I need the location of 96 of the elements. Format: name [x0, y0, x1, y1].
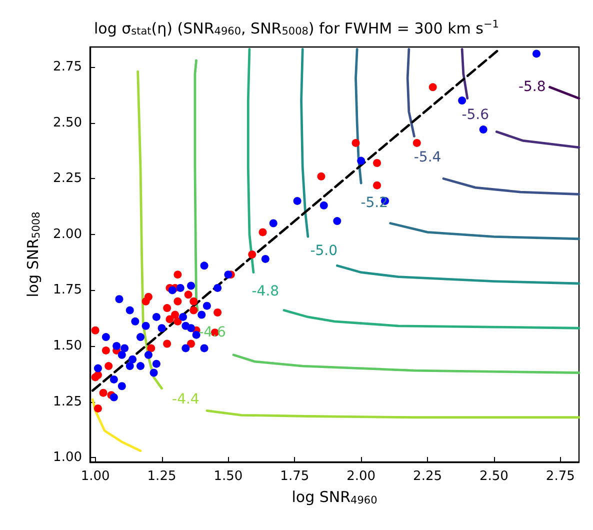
point — [102, 346, 110, 354]
point — [166, 315, 174, 324]
point — [171, 310, 180, 319]
point — [163, 304, 172, 312]
x-tick-label: 2.50 — [479, 469, 508, 484]
line-series — [91, 398, 142, 452]
y-axis-title: log SNR5008 — [24, 212, 42, 298]
point — [131, 317, 140, 326]
x-tick-label: 1.75 — [280, 469, 310, 484]
y-tick-label: 2.50 — [53, 115, 82, 130]
point — [142, 322, 150, 330]
point — [144, 350, 152, 359]
series-label: -5.0 — [310, 243, 338, 260]
point — [152, 360, 160, 368]
point — [115, 295, 124, 304]
point — [261, 254, 270, 263]
y-tick-label: 1.00 — [53, 450, 82, 466]
point — [182, 344, 190, 352]
point — [120, 344, 129, 352]
point — [269, 219, 278, 228]
point — [158, 324, 166, 332]
point — [174, 297, 182, 306]
y-tick-label: 1.75 — [53, 282, 82, 298]
point — [152, 312, 160, 321]
series-label: -5.4 — [414, 149, 442, 166]
x-tick-label: 1.00 — [80, 469, 110, 484]
y-tick-label: 2.00 — [53, 226, 82, 242]
point — [168, 286, 176, 294]
point — [214, 284, 222, 292]
point — [184, 290, 192, 299]
point — [357, 156, 366, 165]
point — [94, 404, 102, 412]
point — [428, 83, 437, 92]
point — [352, 138, 360, 147]
point — [202, 302, 211, 310]
point — [126, 306, 134, 314]
x-axis-title: log SNR4960 — [292, 488, 378, 506]
y-tick-label: 2.25 — [53, 171, 82, 186]
point — [258, 228, 267, 236]
series-label: -4.8 — [252, 283, 280, 300]
point — [112, 342, 121, 350]
point — [532, 50, 540, 58]
point — [110, 393, 118, 402]
point — [176, 284, 184, 292]
point — [179, 312, 188, 321]
point — [118, 350, 126, 359]
point — [174, 270, 182, 279]
x-tick-label: 2.00 — [346, 469, 376, 484]
point — [412, 138, 421, 147]
point — [136, 362, 144, 370]
point — [317, 172, 326, 180]
point — [479, 126, 488, 134]
point — [91, 373, 100, 382]
series-label: -5.6 — [462, 107, 490, 124]
point — [248, 250, 256, 258]
point — [186, 324, 195, 332]
point — [198, 310, 206, 319]
point — [373, 159, 382, 168]
series-label: -4.4 — [172, 392, 200, 408]
y-tick-label: 2.75 — [53, 60, 82, 75]
x-tick-label: 2.25 — [413, 469, 442, 484]
point — [190, 306, 198, 314]
point — [163, 340, 172, 348]
point — [136, 333, 144, 342]
point — [91, 326, 100, 334]
point — [147, 344, 156, 352]
point — [104, 362, 113, 370]
point — [373, 181, 382, 190]
point — [94, 364, 102, 372]
series-label: -5.2 — [360, 195, 388, 212]
x-tick-label: 2.75 — [546, 469, 575, 484]
point — [214, 308, 222, 317]
point — [142, 297, 150, 306]
point — [333, 217, 342, 226]
point — [200, 262, 208, 270]
point — [190, 297, 198, 306]
point — [118, 382, 126, 390]
point — [99, 388, 108, 397]
series-label: -5.8 — [518, 79, 546, 96]
x-tick-label: 1.50 — [214, 469, 243, 484]
point — [320, 201, 328, 210]
point — [200, 344, 208, 352]
point — [128, 355, 137, 364]
point — [150, 368, 158, 377]
x-tick-label: 1.25 — [147, 469, 176, 484]
point — [458, 96, 466, 105]
point — [126, 362, 134, 370]
point — [174, 317, 182, 326]
y-tick-label: 1.25 — [53, 394, 82, 410]
y-tick-label: 1.50 — [53, 338, 82, 354]
point — [224, 270, 232, 279]
point — [186, 340, 195, 348]
point — [293, 196, 302, 205]
point — [186, 282, 195, 290]
point — [110, 375, 118, 384]
point — [102, 333, 110, 342]
